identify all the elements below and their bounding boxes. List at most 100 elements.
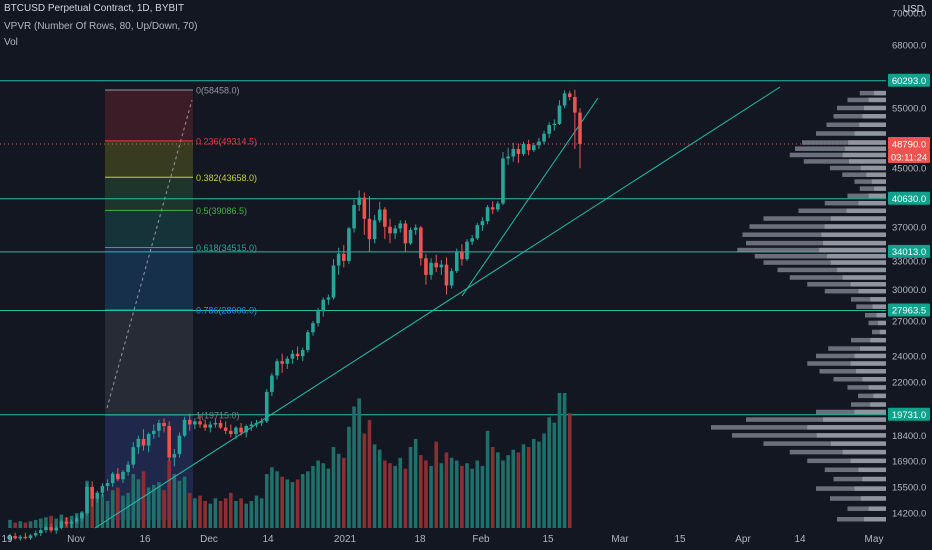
time-tick-label: 14 [262, 534, 274, 545]
vpvr-bar-up [845, 146, 886, 151]
price-tick-label: 24000.0 [892, 352, 926, 363]
vpvr-bar [803, 159, 886, 164]
volume-bar [383, 460, 387, 528]
candle-body [198, 421, 202, 425]
volume-bar [552, 422, 557, 528]
vpvr-bar-up [830, 260, 886, 265]
volume-bar [531, 438, 536, 528]
candle-body [157, 422, 161, 431]
vpvr-bar [737, 247, 886, 253]
volume-bar [28, 521, 33, 528]
volume-bar [285, 479, 290, 528]
volume-bar [316, 460, 320, 528]
volume-bar [126, 492, 130, 528]
vpvr-bar [824, 288, 886, 294]
candle-body [403, 223, 408, 244]
volume-bar [234, 501, 238, 528]
fib-zone-4 [105, 247, 193, 311]
volume-bar [475, 460, 480, 528]
indicator-legend[interactable]: VPVR (Number Of Rows, 80, Up/Down, 70) [4, 21, 198, 32]
vpvr-bar [851, 337, 886, 343]
candle-body [480, 221, 485, 226]
price-axis[interactable]: 70000.0 68000.0 55000.0 45000.0 37000.0 33000… [892, 9, 926, 520]
candle-body [552, 123, 557, 126]
candle-body [511, 148, 516, 157]
time-tick-label: 19 [1, 534, 13, 545]
volume-bar [485, 430, 490, 528]
candle-body [146, 434, 151, 446]
volume-bar [100, 494, 105, 528]
vpvr-bar-up [868, 97, 886, 103]
candle-body [567, 93, 572, 98]
price-tick-label: 14200.0 [892, 509, 926, 520]
vpvr-bar-up [860, 496, 886, 501]
volume-bar [13, 522, 17, 528]
volume-legend[interactable]: Vol [4, 37, 18, 48]
currency-label[interactable]: USD [902, 4, 924, 15]
candle-body [336, 253, 341, 266]
candle-body [110, 473, 115, 484]
volume-bar [496, 452, 500, 528]
volume-bar [203, 501, 207, 528]
vpvr-bar [828, 346, 886, 351]
price-tick-label: 45000.0 [892, 164, 926, 175]
vpvr-bar-up [842, 275, 886, 280]
candles [8, 89, 582, 542]
volume-bar [352, 406, 356, 528]
candle-body [547, 125, 551, 134]
candle-body [316, 311, 320, 324]
candle-body [424, 258, 428, 275]
price-tick-label: 37000.0 [892, 222, 926, 233]
vpvr-bar [732, 433, 886, 438]
vpvr-bar [824, 200, 886, 206]
vpvr-bar-up [848, 159, 886, 164]
volume-bar [372, 444, 377, 528]
candle-body [475, 225, 480, 239]
volume-bar [444, 452, 449, 528]
vpvr-bar-up [870, 337, 886, 343]
time-tick-label: May [865, 534, 884, 545]
time-tick-label: 15 [542, 534, 554, 545]
vpvr-bar [856, 304, 886, 309]
fib-zone-1 [105, 140, 193, 178]
candle-body [177, 435, 182, 455]
price-label-text: 60293.0 [892, 76, 926, 87]
price-label-text: 34013.0 [892, 247, 926, 258]
candle-body [347, 228, 351, 261]
price-label-box [888, 244, 930, 258]
vpvr-bar-up [874, 90, 886, 96]
volume-bar [341, 457, 346, 528]
vpvr-bar-up [856, 369, 886, 374]
vpvr-bar [830, 165, 886, 171]
time-tick-label: Apr [735, 534, 751, 545]
vpvr-bar-up [830, 216, 886, 221]
candle-body [306, 332, 310, 351]
candle-body [465, 241, 469, 260]
volume-bar [460, 465, 464, 528]
volume-bar [547, 417, 551, 528]
vpvr-bar-up [863, 517, 886, 522]
fib-level-label: 0.618(34515.0) [196, 243, 257, 253]
candle-body [203, 424, 207, 428]
price-label-text: 19731.0 [892, 410, 926, 421]
candle-body [460, 252, 464, 260]
candle-body [275, 361, 279, 376]
candle-body [264, 391, 269, 422]
vpvr-bar [859, 90, 886, 96]
candle-body [439, 264, 444, 268]
volume-bar [567, 413, 572, 528]
vpvr-bar [789, 449, 886, 455]
time-axis[interactable]: 19 Nov 16 Dec 14 2021 18 Feb 15 Mar 15 Apr 14 May [1, 534, 883, 545]
candle-body [172, 454, 177, 458]
price-label-text: 40630.0 [892, 194, 926, 205]
candle-body [454, 252, 459, 272]
fib-trend-line [106, 99, 193, 409]
vpvr-bar-up [858, 200, 886, 206]
candle-body [74, 518, 79, 522]
volume-bar [131, 474, 136, 528]
time-tick-label: 16 [139, 534, 151, 545]
vpvr-bar [798, 208, 886, 214]
vpvr-bar [816, 353, 886, 359]
chart-title[interactable]: BTCUSD Perpetual Contract, 1D, BYBIT [4, 3, 185, 14]
